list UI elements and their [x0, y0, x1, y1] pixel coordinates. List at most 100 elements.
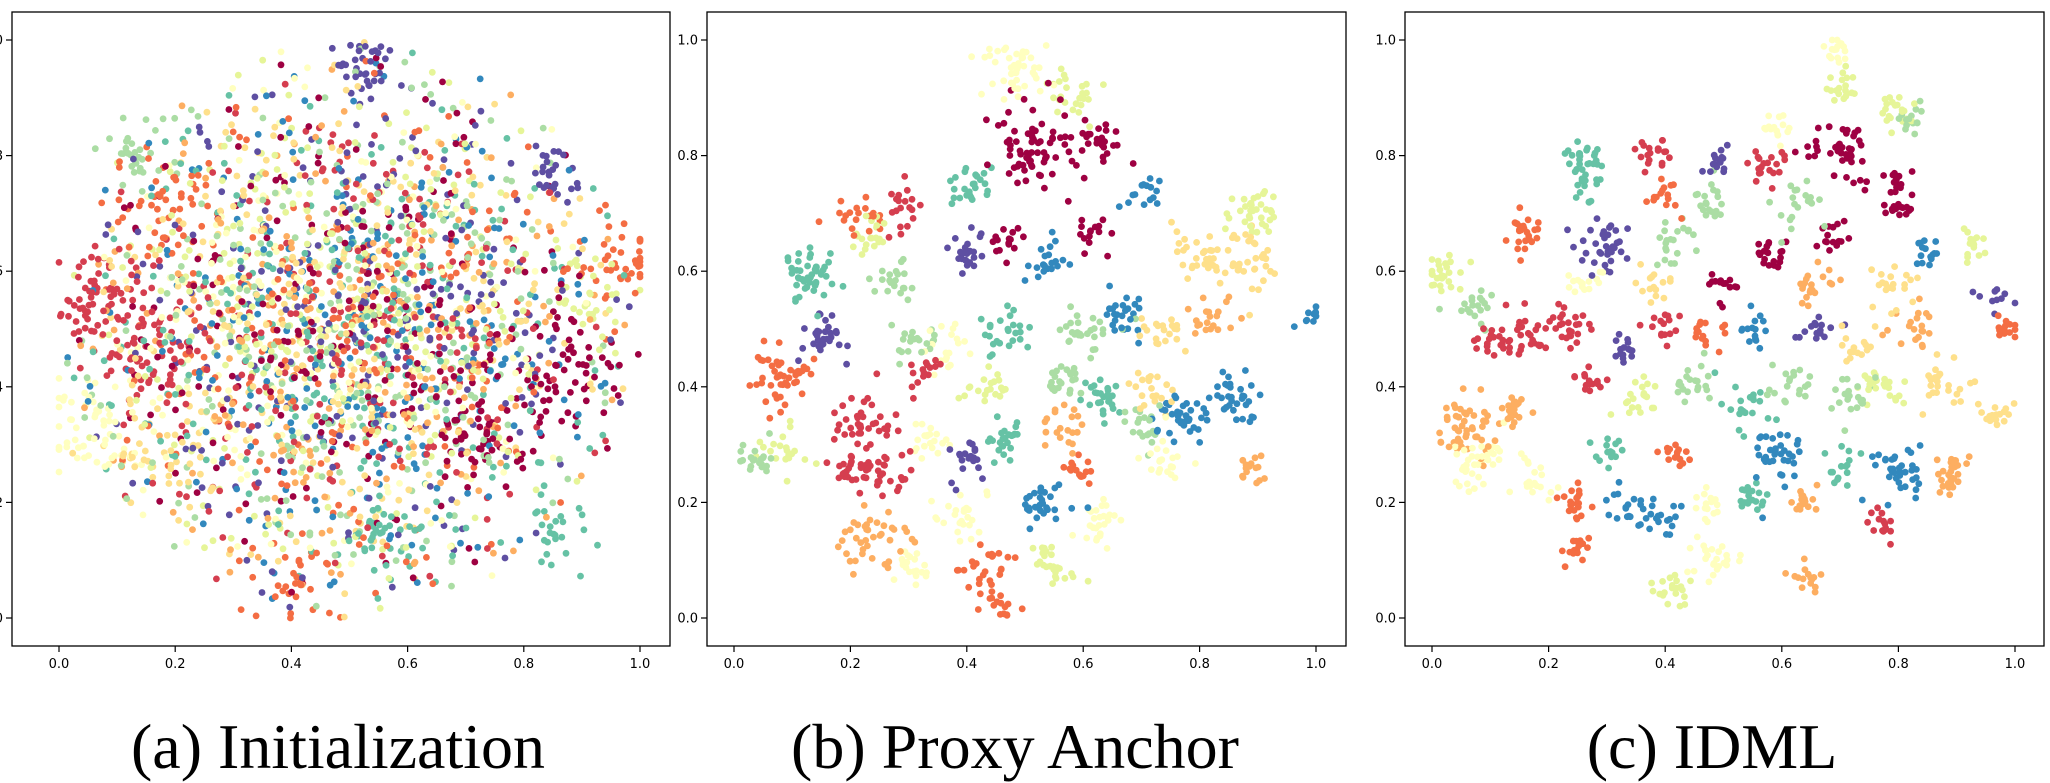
- scatter-point: [266, 240, 274, 248]
- scatter-point: [875, 427, 883, 435]
- scatter-point: [330, 288, 338, 295]
- scatter-point: [480, 436, 487, 444]
- scatter-point: [436, 333, 443, 341]
- scatter-point: [1160, 326, 1168, 334]
- scatter-point: [437, 285, 445, 293]
- scatter-point: [1148, 438, 1156, 446]
- scatter-point: [898, 348, 906, 356]
- scatter-point: [370, 77, 378, 85]
- scatter-point: [161, 234, 169, 242]
- scatter-point: [415, 301, 423, 308]
- scatter-point: [293, 274, 301, 282]
- scatter-point: [123, 436, 131, 444]
- scatter-point: [374, 49, 382, 57]
- scatter-point: [793, 378, 800, 386]
- scatter-point: [77, 342, 85, 350]
- scatter-point: [176, 205, 184, 213]
- scatter-point: [1192, 255, 1200, 262]
- scatter-point: [238, 371, 246, 379]
- scatter-point: [986, 52, 994, 59]
- scatter-point: [285, 452, 292, 460]
- scatter-point: [122, 277, 130, 284]
- scatter-point: [346, 284, 354, 292]
- scatter-point: [545, 337, 553, 345]
- scatter-point: [161, 339, 169, 346]
- scatter-point: [486, 271, 494, 278]
- scatter-point: [825, 258, 832, 266]
- scatter-point: [907, 333, 915, 341]
- scatter-point: [865, 227, 873, 235]
- scatter-point: [333, 393, 341, 401]
- scatter-point: [189, 469, 196, 477]
- scatter-point: [904, 552, 912, 559]
- scatter-point: [781, 401, 789, 409]
- scatter-point: [1585, 363, 1593, 371]
- scatter-point: [1714, 193, 1722, 201]
- scatter-point: [1214, 246, 1221, 254]
- scatter-point: [564, 355, 572, 363]
- scatter-point: [196, 453, 204, 461]
- scatter-point: [418, 523, 425, 531]
- scatter-point: [404, 296, 411, 303]
- scatter-point: [154, 353, 162, 361]
- scatter-point: [862, 212, 870, 220]
- scatter-point: [312, 133, 319, 141]
- scatter-point: [801, 456, 809, 463]
- scatter-point: [1004, 302, 1011, 310]
- scatter-point: [365, 494, 373, 502]
- scatter-point: [529, 447, 537, 455]
- scatter-point: [277, 309, 285, 316]
- scatter-point: [101, 441, 108, 448]
- scatter-point: [1109, 392, 1116, 400]
- scatter-point: [508, 325, 516, 333]
- scatter-point: [1085, 96, 1092, 103]
- scatter-point: [875, 458, 882, 466]
- scatter-point: [552, 517, 560, 525]
- scatter-point: [1067, 319, 1074, 327]
- scatter-point: [260, 246, 268, 253]
- scatter-point: [113, 285, 121, 293]
- scatter-point: [305, 123, 313, 130]
- scatter-point: [338, 478, 346, 486]
- scatter-point: [209, 308, 217, 315]
- scatter-point: [994, 47, 1002, 55]
- scatter-point: [443, 457, 451, 465]
- scatter-point: [570, 349, 577, 357]
- scatter-point: [397, 212, 405, 220]
- scatter-point: [147, 411, 155, 419]
- scatter-point: [1108, 229, 1116, 237]
- scatter-point: [1310, 318, 1317, 325]
- scatter-point: [119, 214, 127, 222]
- scatter-point: [1068, 504, 1076, 512]
- scatter-point: [347, 41, 354, 49]
- scatter-point: [305, 332, 312, 340]
- scatter-point: [514, 268, 522, 275]
- scatter-point: [1046, 139, 1054, 147]
- scatter-point: [381, 377, 389, 384]
- scatter-point: [329, 131, 337, 139]
- scatter-point: [880, 461, 888, 469]
- scatter-point: [1045, 251, 1053, 259]
- scatter-point: [88, 253, 95, 261]
- scatter-point: [560, 220, 568, 228]
- scatter-point: [486, 367, 494, 375]
- scatter-point: [398, 82, 405, 89]
- scatter-point: [1024, 262, 1032, 270]
- scatter-point: [1950, 399, 1958, 406]
- scatter-point: [574, 280, 582, 288]
- scatter-point: [133, 273, 141, 280]
- scatter-point: [814, 312, 821, 320]
- y-tick-label: 0.8: [677, 149, 698, 164]
- scatter-point: [570, 305, 578, 313]
- scatter-point: [102, 231, 110, 238]
- scatter-point: [432, 514, 439, 522]
- scatter-point: [1872, 384, 1880, 392]
- scatter-point: [1102, 127, 1110, 134]
- scatter-point: [91, 379, 99, 387]
- scatter-point: [383, 475, 390, 483]
- scatter-point: [330, 372, 337, 380]
- scatter-point: [1168, 218, 1175, 226]
- scatter-point: [1196, 439, 1204, 446]
- scatter-point: [550, 376, 557, 383]
- scatter-point: [367, 192, 374, 200]
